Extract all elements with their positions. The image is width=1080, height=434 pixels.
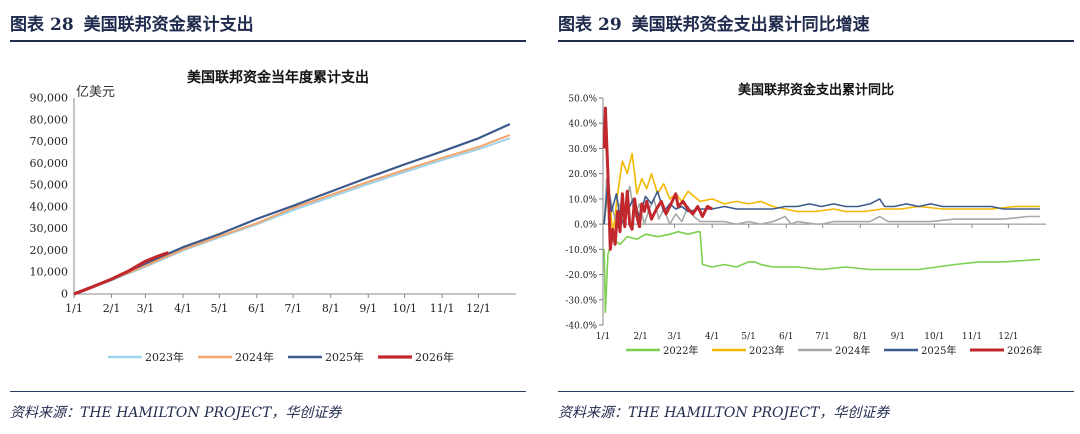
x-tick-label: 4/1 bbox=[705, 332, 719, 342]
x-tick-label: 3/1 bbox=[667, 332, 681, 342]
x-tick-label: 7/1 bbox=[815, 332, 829, 342]
y-tick-label: 60,000 bbox=[30, 157, 69, 170]
right-source-note: 资料来源：THE HAMILTON PROJECT，华创证券 bbox=[558, 405, 890, 421]
legend-item: 2025年 bbox=[288, 350, 364, 364]
left-figure-label: 图表 bbox=[10, 15, 44, 35]
x-tick-label: 10/1 bbox=[924, 332, 944, 342]
legend-item: 2024年 bbox=[198, 350, 274, 364]
series-line-2024 bbox=[73, 134, 511, 295]
y-tick-label: 80,000 bbox=[30, 113, 69, 126]
right-figure-number: 29 bbox=[598, 15, 622, 35]
legend-label: 2025年 bbox=[921, 344, 956, 357]
x-tick-label: 11/1 bbox=[430, 302, 455, 315]
x-tick-label: 10/1 bbox=[392, 302, 417, 315]
legend-item: 2026年 bbox=[970, 344, 1042, 357]
legend-label: 2024年 bbox=[235, 350, 274, 364]
right-title-divider bbox=[558, 40, 1074, 42]
right-source-divider bbox=[558, 391, 1074, 392]
y-unit-label: 亿美元 bbox=[76, 85, 115, 100]
series-line-2022 bbox=[603, 230, 1040, 314]
legend-label: 2024年 bbox=[835, 344, 870, 357]
series-line-2023 bbox=[603, 152, 1040, 238]
x-tick-label: 6/1 bbox=[248, 302, 266, 315]
series-line-2023 bbox=[73, 137, 511, 295]
left-title-divider bbox=[10, 40, 526, 42]
legend-item: 2023年 bbox=[712, 344, 784, 357]
legend-item: 2022年 bbox=[626, 344, 698, 357]
right-figure-heading: 美国联邦资金支出累计同比增速 bbox=[631, 15, 870, 35]
y-tick-label: 20,000 bbox=[30, 244, 69, 257]
legend-label: 2022年 bbox=[663, 344, 698, 357]
x-tick-label: 12/1 bbox=[998, 332, 1018, 342]
x-tick-label: 8/1 bbox=[322, 302, 340, 315]
y-tick-label: 40.0% bbox=[568, 120, 597, 130]
x-tick-label: 2/1 bbox=[633, 332, 647, 342]
y-tick-label: 10,000 bbox=[30, 266, 69, 279]
y-tick-label: 50.0% bbox=[568, 95, 597, 105]
chart-legend: 2022年 2023年 2024年 2025年 2026年 bbox=[626, 344, 1042, 357]
legend-label: 2025年 bbox=[325, 350, 364, 364]
chart-title: 美国联邦资金支出累计同比 bbox=[738, 82, 894, 98]
legend-item: 2026年 bbox=[378, 350, 454, 364]
x-tick-label: 5/1 bbox=[210, 302, 228, 315]
legend-label: 2023年 bbox=[145, 350, 184, 364]
y-tick-label: -40.0% bbox=[565, 322, 597, 332]
right-figure-title: 图表 29 美国联邦资金支出累计同比增速 bbox=[558, 10, 870, 35]
y-tick-label: -30.0% bbox=[565, 296, 597, 306]
left-source-divider bbox=[10, 391, 526, 392]
x-tick-label: 4/1 bbox=[174, 302, 192, 315]
y-tick-label: 0 bbox=[61, 288, 68, 301]
legend-label: 2023年 bbox=[749, 344, 784, 357]
x-tick-label: 1/1 bbox=[596, 332, 610, 342]
series-line-2024 bbox=[603, 177, 1040, 225]
series-line-2026 bbox=[73, 251, 170, 296]
x-tick-label: 7/1 bbox=[284, 302, 302, 315]
x-tick-label: 3/1 bbox=[137, 302, 155, 315]
left-figure-title: 图表 28 美国联邦资金累计支出 bbox=[10, 10, 254, 35]
chart-legend: 2023年 2024年 2025年 2026年 bbox=[108, 350, 454, 364]
legend-item: 2024年 bbox=[798, 344, 870, 357]
legend-item: 2025年 bbox=[884, 344, 956, 357]
y-tick-label: 30.0% bbox=[568, 145, 597, 155]
x-tick-label: 2/1 bbox=[103, 302, 121, 315]
y-tick-label: 20.0% bbox=[568, 170, 597, 180]
right-yoy-growth-chart: 美国联邦资金支出累计同比 -40.0% -30.0% -20.0% -10.0% 0.0%… bbox=[565, 82, 1046, 357]
y-tick-label: 40,000 bbox=[30, 200, 69, 213]
x-tick-label: 5/1 bbox=[741, 332, 755, 342]
x-tick-label: 8/1 bbox=[853, 332, 867, 342]
legend-label: 2026年 bbox=[415, 350, 454, 364]
legend-label: 2026年 bbox=[1007, 344, 1042, 357]
x-tick-label: 6/1 bbox=[779, 332, 793, 342]
chart-title: 美国联邦资金当年度累计支出 bbox=[187, 69, 369, 86]
series-line-2026 bbox=[602, 106, 713, 251]
y-tick-label: -10.0% bbox=[565, 246, 597, 256]
right-figure-label: 图表 bbox=[558, 15, 592, 35]
y-tick-label: 70,000 bbox=[30, 135, 69, 148]
left-figure-number: 28 bbox=[50, 15, 74, 35]
y-tick-label: 0.0% bbox=[574, 221, 597, 231]
y-tick-label: 30,000 bbox=[30, 222, 69, 235]
x-tick-label: 12/1 bbox=[466, 302, 491, 315]
y-tick-label: 90,000 bbox=[30, 92, 69, 105]
y-tick-label: -20.0% bbox=[565, 271, 597, 281]
x-tick-label: 9/1 bbox=[359, 302, 377, 315]
series-line-2025 bbox=[73, 123, 511, 296]
left-figure-heading: 美国联邦资金累计支出 bbox=[83, 15, 254, 35]
left-source-note: 资料来源：THE HAMILTON PROJECT，华创证券 bbox=[10, 405, 342, 421]
x-tick-label: 11/1 bbox=[962, 332, 982, 342]
legend-item: 2023年 bbox=[108, 350, 184, 364]
x-tick-label: 1/1 bbox=[65, 302, 83, 315]
y-tick-label: 10.0% bbox=[568, 195, 597, 205]
y-tick-label: 50,000 bbox=[30, 179, 69, 192]
series-line-2025 bbox=[603, 180, 1040, 225]
x-tick-label: 9/1 bbox=[891, 332, 905, 342]
